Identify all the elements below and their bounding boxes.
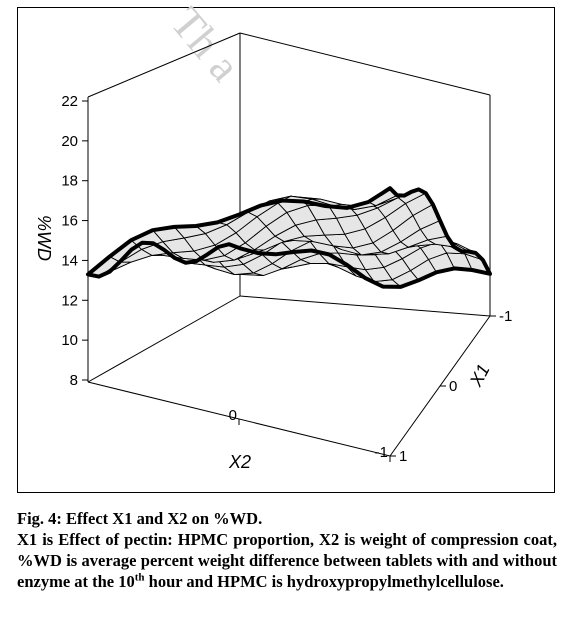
z-tick-label: 16 xyxy=(61,213,78,230)
back-left-top-edge xyxy=(87,32,241,98)
z-tick-label: 20 xyxy=(61,133,78,150)
x1-tick-label: 1 xyxy=(399,448,407,465)
z-tick-label: 8 xyxy=(70,372,78,389)
surface-edge xyxy=(86,186,492,289)
caption-body-text: X1 is Effect of pectin: HPMC proportion,… xyxy=(17,530,557,591)
z-tick-label: 10 xyxy=(61,332,78,349)
z-tick-label: 18 xyxy=(61,173,78,190)
back-right-top-edge xyxy=(239,32,491,96)
floor-back-left-edge xyxy=(87,295,241,383)
caption-body: X1 is Effect of pectin: HPMC proportion,… xyxy=(17,529,557,592)
x2-axis-title: X2 xyxy=(228,452,251,472)
z-axis-title: %WD xyxy=(34,215,54,261)
caption-body-end: hour and HPMC is hydroxypropylmethylcell… xyxy=(144,572,504,591)
x1-tick-label: 0 xyxy=(449,378,457,395)
watermark: Th a xyxy=(161,0,250,90)
z-tick-label: 14 xyxy=(61,252,78,269)
figure-caption: Fig. 4: Effect X1 and X2 on %WD. X1 is E… xyxy=(17,508,557,592)
x2-tick-label: -1 xyxy=(375,444,388,461)
z-tick-label: 22 xyxy=(61,93,78,110)
caption-superscript: th xyxy=(134,571,145,584)
z-tick-label: 12 xyxy=(61,292,78,309)
floor-back-right-edge xyxy=(239,295,491,317)
x1-axis-title: X1 xyxy=(465,361,493,391)
x1-tick-label: -1 xyxy=(499,308,512,325)
caption-title: Fig. 4: Effect X1 and X2 on %WD. xyxy=(17,509,263,528)
x2-tick-label: 0 xyxy=(229,407,237,424)
surface xyxy=(86,186,492,289)
